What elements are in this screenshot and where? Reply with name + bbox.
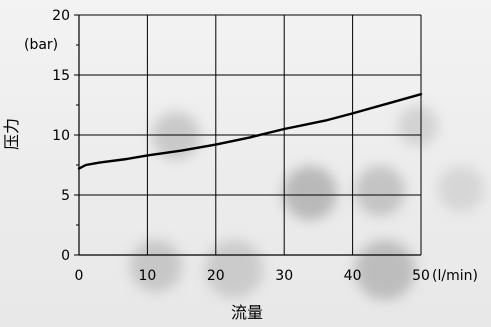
y-axis-title: 压力 <box>2 118 21 150</box>
x-tick-label: 10 <box>138 268 156 284</box>
x-tick-label: 40 <box>344 268 362 284</box>
y-tick-label: 20 <box>52 8 70 24</box>
y-tick-label: 15 <box>52 68 70 84</box>
x-axis-title: 流量 <box>231 303 263 322</box>
x-tick-label: 30 <box>275 268 293 284</box>
series-layer <box>77 92 423 170</box>
x-tick-label: 0 <box>75 268 84 284</box>
y-tick-label: 0 <box>61 248 70 264</box>
grid-layer <box>79 14 422 255</box>
x-tick-label: 20 <box>207 268 225 284</box>
y-tick-label: 10 <box>52 128 70 144</box>
pressure-flow-curve <box>77 92 423 170</box>
x-tick-label: 50 <box>412 268 430 284</box>
y-tick-label: 5 <box>61 188 70 204</box>
label-layer: 0 10 20 30 40 50 0 5 10 15 20 <box>52 8 430 284</box>
y-axis-unit: (bar) <box>24 37 58 53</box>
axis-layer <box>74 14 421 256</box>
x-axis-unit: (l/min) <box>432 268 478 284</box>
